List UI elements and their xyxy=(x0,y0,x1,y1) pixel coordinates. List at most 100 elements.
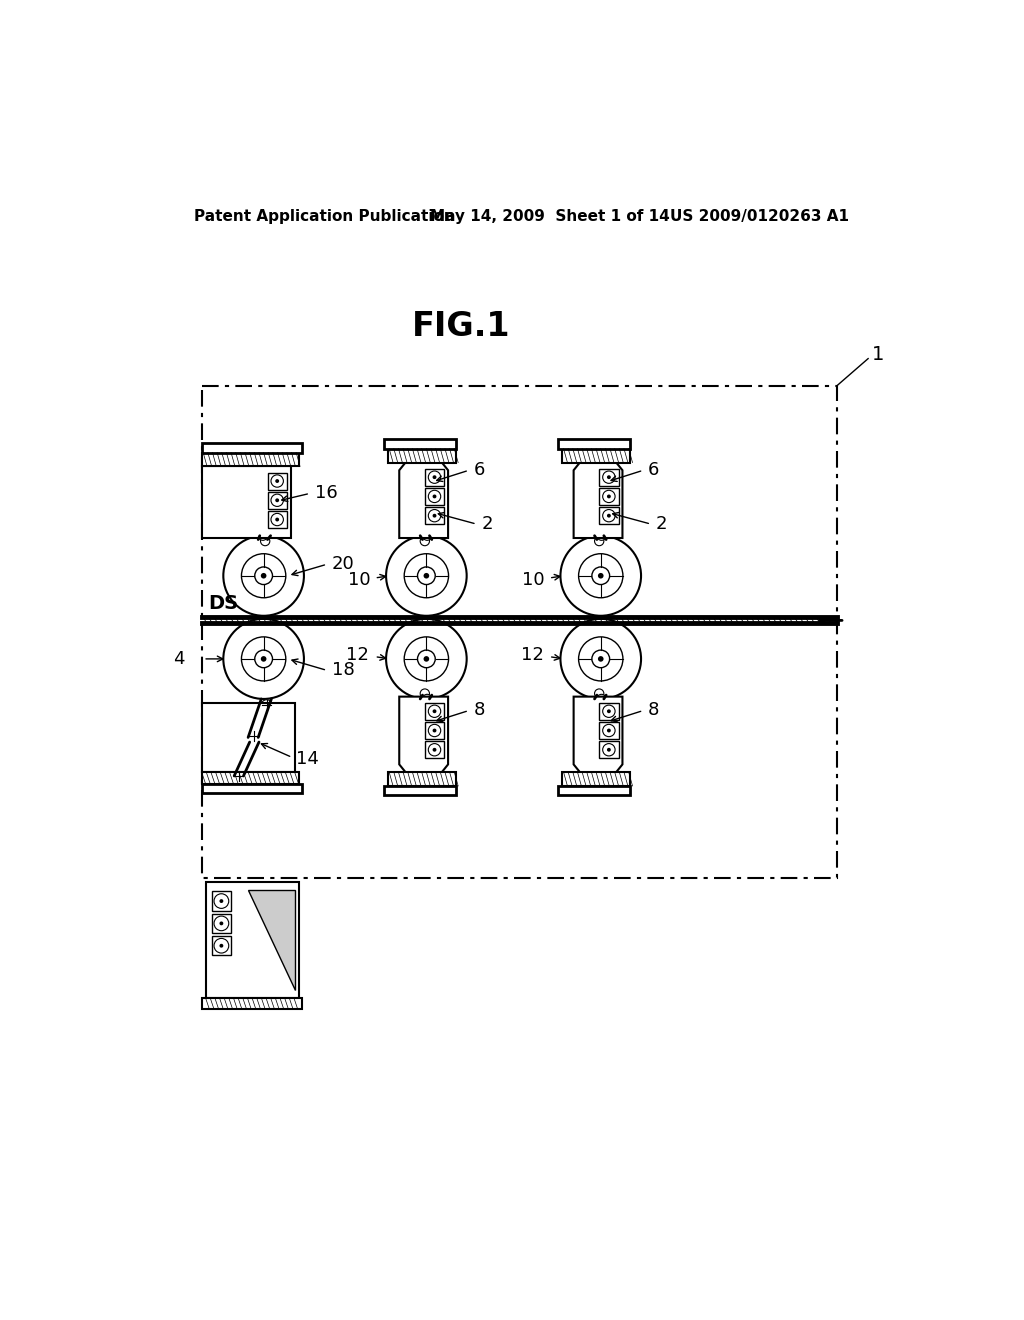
Circle shape xyxy=(255,649,272,668)
Circle shape xyxy=(404,553,449,598)
Circle shape xyxy=(260,536,270,545)
Circle shape xyxy=(432,513,436,517)
Circle shape xyxy=(607,709,611,713)
Text: 14: 14 xyxy=(296,750,319,768)
Circle shape xyxy=(275,479,280,483)
Polygon shape xyxy=(399,462,449,539)
Bar xyxy=(267,473,287,490)
Text: 16: 16 xyxy=(314,484,338,503)
Circle shape xyxy=(597,531,606,540)
Circle shape xyxy=(432,475,436,479)
Circle shape xyxy=(598,573,603,578)
Polygon shape xyxy=(399,697,449,772)
Circle shape xyxy=(424,573,429,578)
Bar xyxy=(599,507,618,524)
Bar xyxy=(558,785,630,795)
Circle shape xyxy=(261,573,266,578)
Bar xyxy=(212,936,231,956)
Text: 6: 6 xyxy=(648,461,659,479)
Text: 1: 1 xyxy=(872,346,885,364)
Text: 18: 18 xyxy=(332,661,354,680)
Circle shape xyxy=(423,531,432,540)
Bar xyxy=(202,998,302,1010)
Circle shape xyxy=(261,700,272,710)
Text: 6: 6 xyxy=(474,461,485,479)
Bar xyxy=(388,449,456,462)
Circle shape xyxy=(432,748,436,751)
Bar xyxy=(202,702,295,772)
Text: US 2009/0120263 A1: US 2009/0120263 A1 xyxy=(671,209,850,223)
Circle shape xyxy=(579,636,623,681)
Text: 2: 2 xyxy=(481,515,493,533)
Bar xyxy=(267,492,287,508)
Text: May 14, 2009  Sheet 1 of 14: May 14, 2009 Sheet 1 of 14 xyxy=(430,209,670,223)
Circle shape xyxy=(424,656,429,661)
Bar xyxy=(558,440,630,449)
Text: 12: 12 xyxy=(346,645,369,664)
Bar xyxy=(202,453,299,466)
Bar xyxy=(206,882,299,998)
Text: 8: 8 xyxy=(474,701,485,719)
Bar xyxy=(599,742,618,758)
Circle shape xyxy=(418,649,435,668)
Circle shape xyxy=(242,636,286,681)
Circle shape xyxy=(595,536,604,545)
Bar xyxy=(384,785,456,795)
Circle shape xyxy=(595,689,604,698)
Circle shape xyxy=(386,536,467,615)
Circle shape xyxy=(219,944,223,948)
Bar xyxy=(562,772,630,785)
Circle shape xyxy=(592,649,609,668)
Circle shape xyxy=(597,694,606,704)
Bar xyxy=(388,772,456,785)
Circle shape xyxy=(607,513,611,517)
Circle shape xyxy=(275,517,280,521)
Circle shape xyxy=(432,709,436,713)
Polygon shape xyxy=(248,890,295,990)
Bar xyxy=(202,784,302,793)
Bar xyxy=(425,469,444,486)
Polygon shape xyxy=(573,697,623,772)
Bar xyxy=(425,722,444,739)
Text: 10: 10 xyxy=(522,570,545,589)
Circle shape xyxy=(404,636,449,681)
Bar xyxy=(212,891,231,911)
Bar xyxy=(202,466,291,539)
Circle shape xyxy=(233,771,245,781)
Bar xyxy=(425,742,444,758)
Circle shape xyxy=(219,899,223,903)
Circle shape xyxy=(223,619,304,700)
Text: DS: DS xyxy=(208,594,238,612)
Circle shape xyxy=(432,495,436,499)
Circle shape xyxy=(219,921,223,925)
Circle shape xyxy=(248,730,260,742)
Bar xyxy=(599,702,618,719)
Circle shape xyxy=(607,495,611,499)
Bar xyxy=(425,488,444,506)
Bar xyxy=(599,469,618,486)
Text: 2: 2 xyxy=(655,515,668,533)
Bar xyxy=(425,507,444,524)
Text: 20: 20 xyxy=(332,556,354,573)
Circle shape xyxy=(275,499,280,502)
Circle shape xyxy=(560,536,641,615)
Bar xyxy=(425,702,444,719)
Bar xyxy=(202,444,302,453)
Bar xyxy=(267,511,287,528)
Circle shape xyxy=(579,553,623,598)
Text: 12: 12 xyxy=(520,645,544,664)
Circle shape xyxy=(261,656,266,661)
Circle shape xyxy=(418,566,435,585)
Circle shape xyxy=(607,475,611,479)
Circle shape xyxy=(607,748,611,751)
Circle shape xyxy=(592,566,609,585)
Circle shape xyxy=(598,656,603,661)
Circle shape xyxy=(242,553,286,598)
Bar xyxy=(384,440,456,449)
Polygon shape xyxy=(573,462,623,539)
Text: FIG.1: FIG.1 xyxy=(412,310,511,343)
Circle shape xyxy=(255,566,272,585)
Circle shape xyxy=(423,694,432,704)
Text: Patent Application Publication: Patent Application Publication xyxy=(194,209,455,223)
Circle shape xyxy=(258,531,267,540)
